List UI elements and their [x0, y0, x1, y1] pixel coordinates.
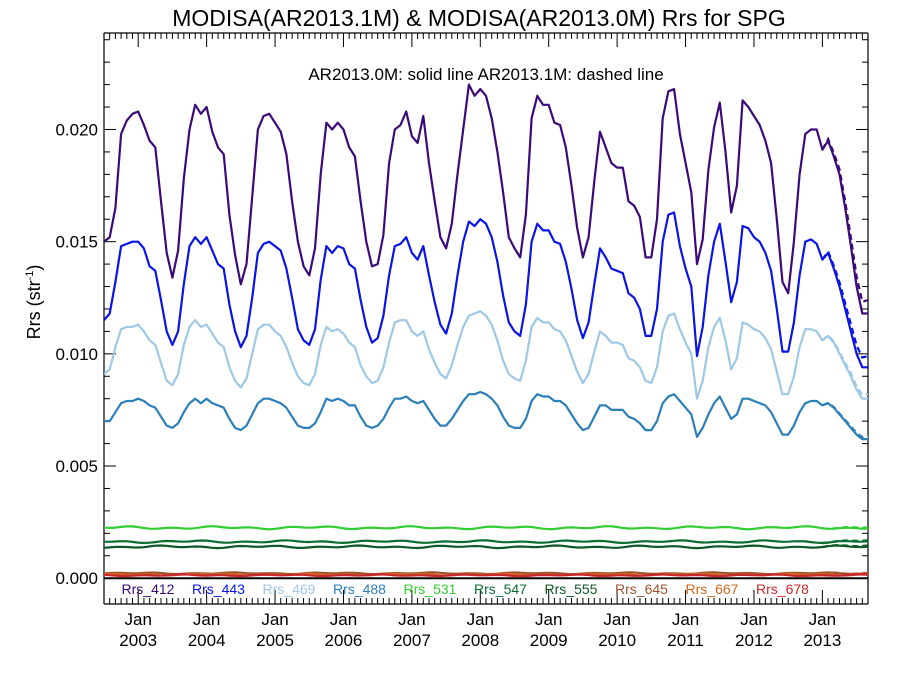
x-tick-year-label: 2009 — [530, 631, 568, 650]
y-axis-label-text: Rrs (str — [24, 280, 44, 339]
legend-label-rrs_667: Rrs_667 — [686, 581, 739, 597]
y-tick-label: 0.000 — [55, 569, 98, 588]
series-line-rrs_531-solid — [104, 525, 868, 531]
legend-label-rrs_678: Rrs_678 — [756, 581, 809, 597]
series-line-rrs_678-solid — [104, 573, 868, 578]
series-line-rrs_469-dashed — [821, 333, 868, 396]
x-tick-month-label: Jan — [330, 610, 357, 629]
series-line-rrs_531-dashed — [822, 525, 868, 530]
series-line-rrs_412-solid — [104, 83, 868, 315]
series-line-rrs_443-solid — [104, 211, 868, 369]
x-tick-month-label: Jan — [124, 610, 151, 629]
line-style-annotation: AR2013.0M: solid line AR2013.1M: dashed … — [308, 65, 663, 84]
x-tick-year-label: 2011 — [667, 631, 704, 650]
legend-label-rrs_488: Rrs_488 — [333, 581, 386, 597]
series-line-rrs_547-dashed — [822, 539, 868, 545]
legend-label-rrs_443: Rrs_443 — [192, 581, 245, 597]
x-tick-year-label: 2010 — [598, 631, 636, 650]
y-axis-label-close: ) — [24, 265, 44, 271]
series-line-rrs_555-dashed — [822, 543, 868, 549]
series-line-rrs_488-dashed — [821, 401, 868, 439]
x-tick-year-label: 2004 — [188, 631, 226, 650]
x-tick-month-label: Jan — [193, 610, 220, 629]
x-tick-year-label: 2012 — [735, 631, 773, 650]
x-tick-month-label: Jan — [603, 610, 630, 629]
legend-label-rrs_469: Rrs_469 — [263, 581, 316, 597]
y-axis-label: Rrs (str-1) — [24, 265, 44, 340]
series-line-rrs_412-dashed — [821, 136, 868, 304]
x-tick-month-label: Jan — [740, 610, 767, 629]
x-tick-month-label: Jan — [535, 610, 562, 629]
x-tick-year-label: 2006 — [325, 631, 363, 650]
y-tick-label: 0.005 — [55, 457, 98, 476]
x-tick-year-label: 2008 — [461, 631, 499, 650]
series-line-rrs_547-solid — [104, 539, 868, 545]
x-tick-year-label: 2005 — [256, 631, 294, 650]
series-line-rrs_555-solid — [104, 544, 868, 550]
y-tick-label: 0.010 — [55, 345, 98, 364]
legend-label-rrs_412: Rrs_412 — [122, 581, 175, 597]
x-tick-year-label: 2013 — [803, 631, 841, 650]
series-line-rrs_488-solid — [104, 390, 868, 441]
y-tick-label: 0.020 — [55, 120, 98, 139]
series-line-rrs_645-dashed — [822, 571, 868, 575]
series-line-rrs_678-dashed — [822, 572, 868, 577]
x-tick-month-label: Jan — [672, 610, 699, 629]
legend-label-rrs_531: Rrs_531 — [404, 581, 457, 597]
x-tick-month-label: Jan — [261, 610, 288, 629]
chart-title: MODISA(AR2013.1M) & MODISA(AR2013.0M) Rr… — [172, 5, 786, 31]
legend-label-rrs_555: Rrs_555 — [545, 581, 598, 597]
x-tick-year-label: 2007 — [393, 631, 431, 650]
legend-label-rrs_645: Rrs_645 — [615, 581, 668, 597]
y-tick-label: 0.015 — [55, 233, 98, 252]
y-axis-label-superscript: -1 — [24, 271, 36, 281]
series-line-rrs_443-dashed — [821, 249, 868, 359]
x-tick-month-label: Jan — [398, 610, 425, 629]
x-tick-month-label: Jan — [467, 610, 494, 629]
plot-area: 0.000 0.005 0.010 0.015 0.020 Jan 2003 Jan 2004 J… — [55, 32, 869, 650]
series-line-rrs_469-solid — [104, 310, 868, 400]
x-tick-month-label: Jan — [809, 610, 836, 629]
x-tick-year-label: 2003 — [119, 631, 157, 650]
legend-label-rrs_547: Rrs_547 — [474, 581, 527, 597]
